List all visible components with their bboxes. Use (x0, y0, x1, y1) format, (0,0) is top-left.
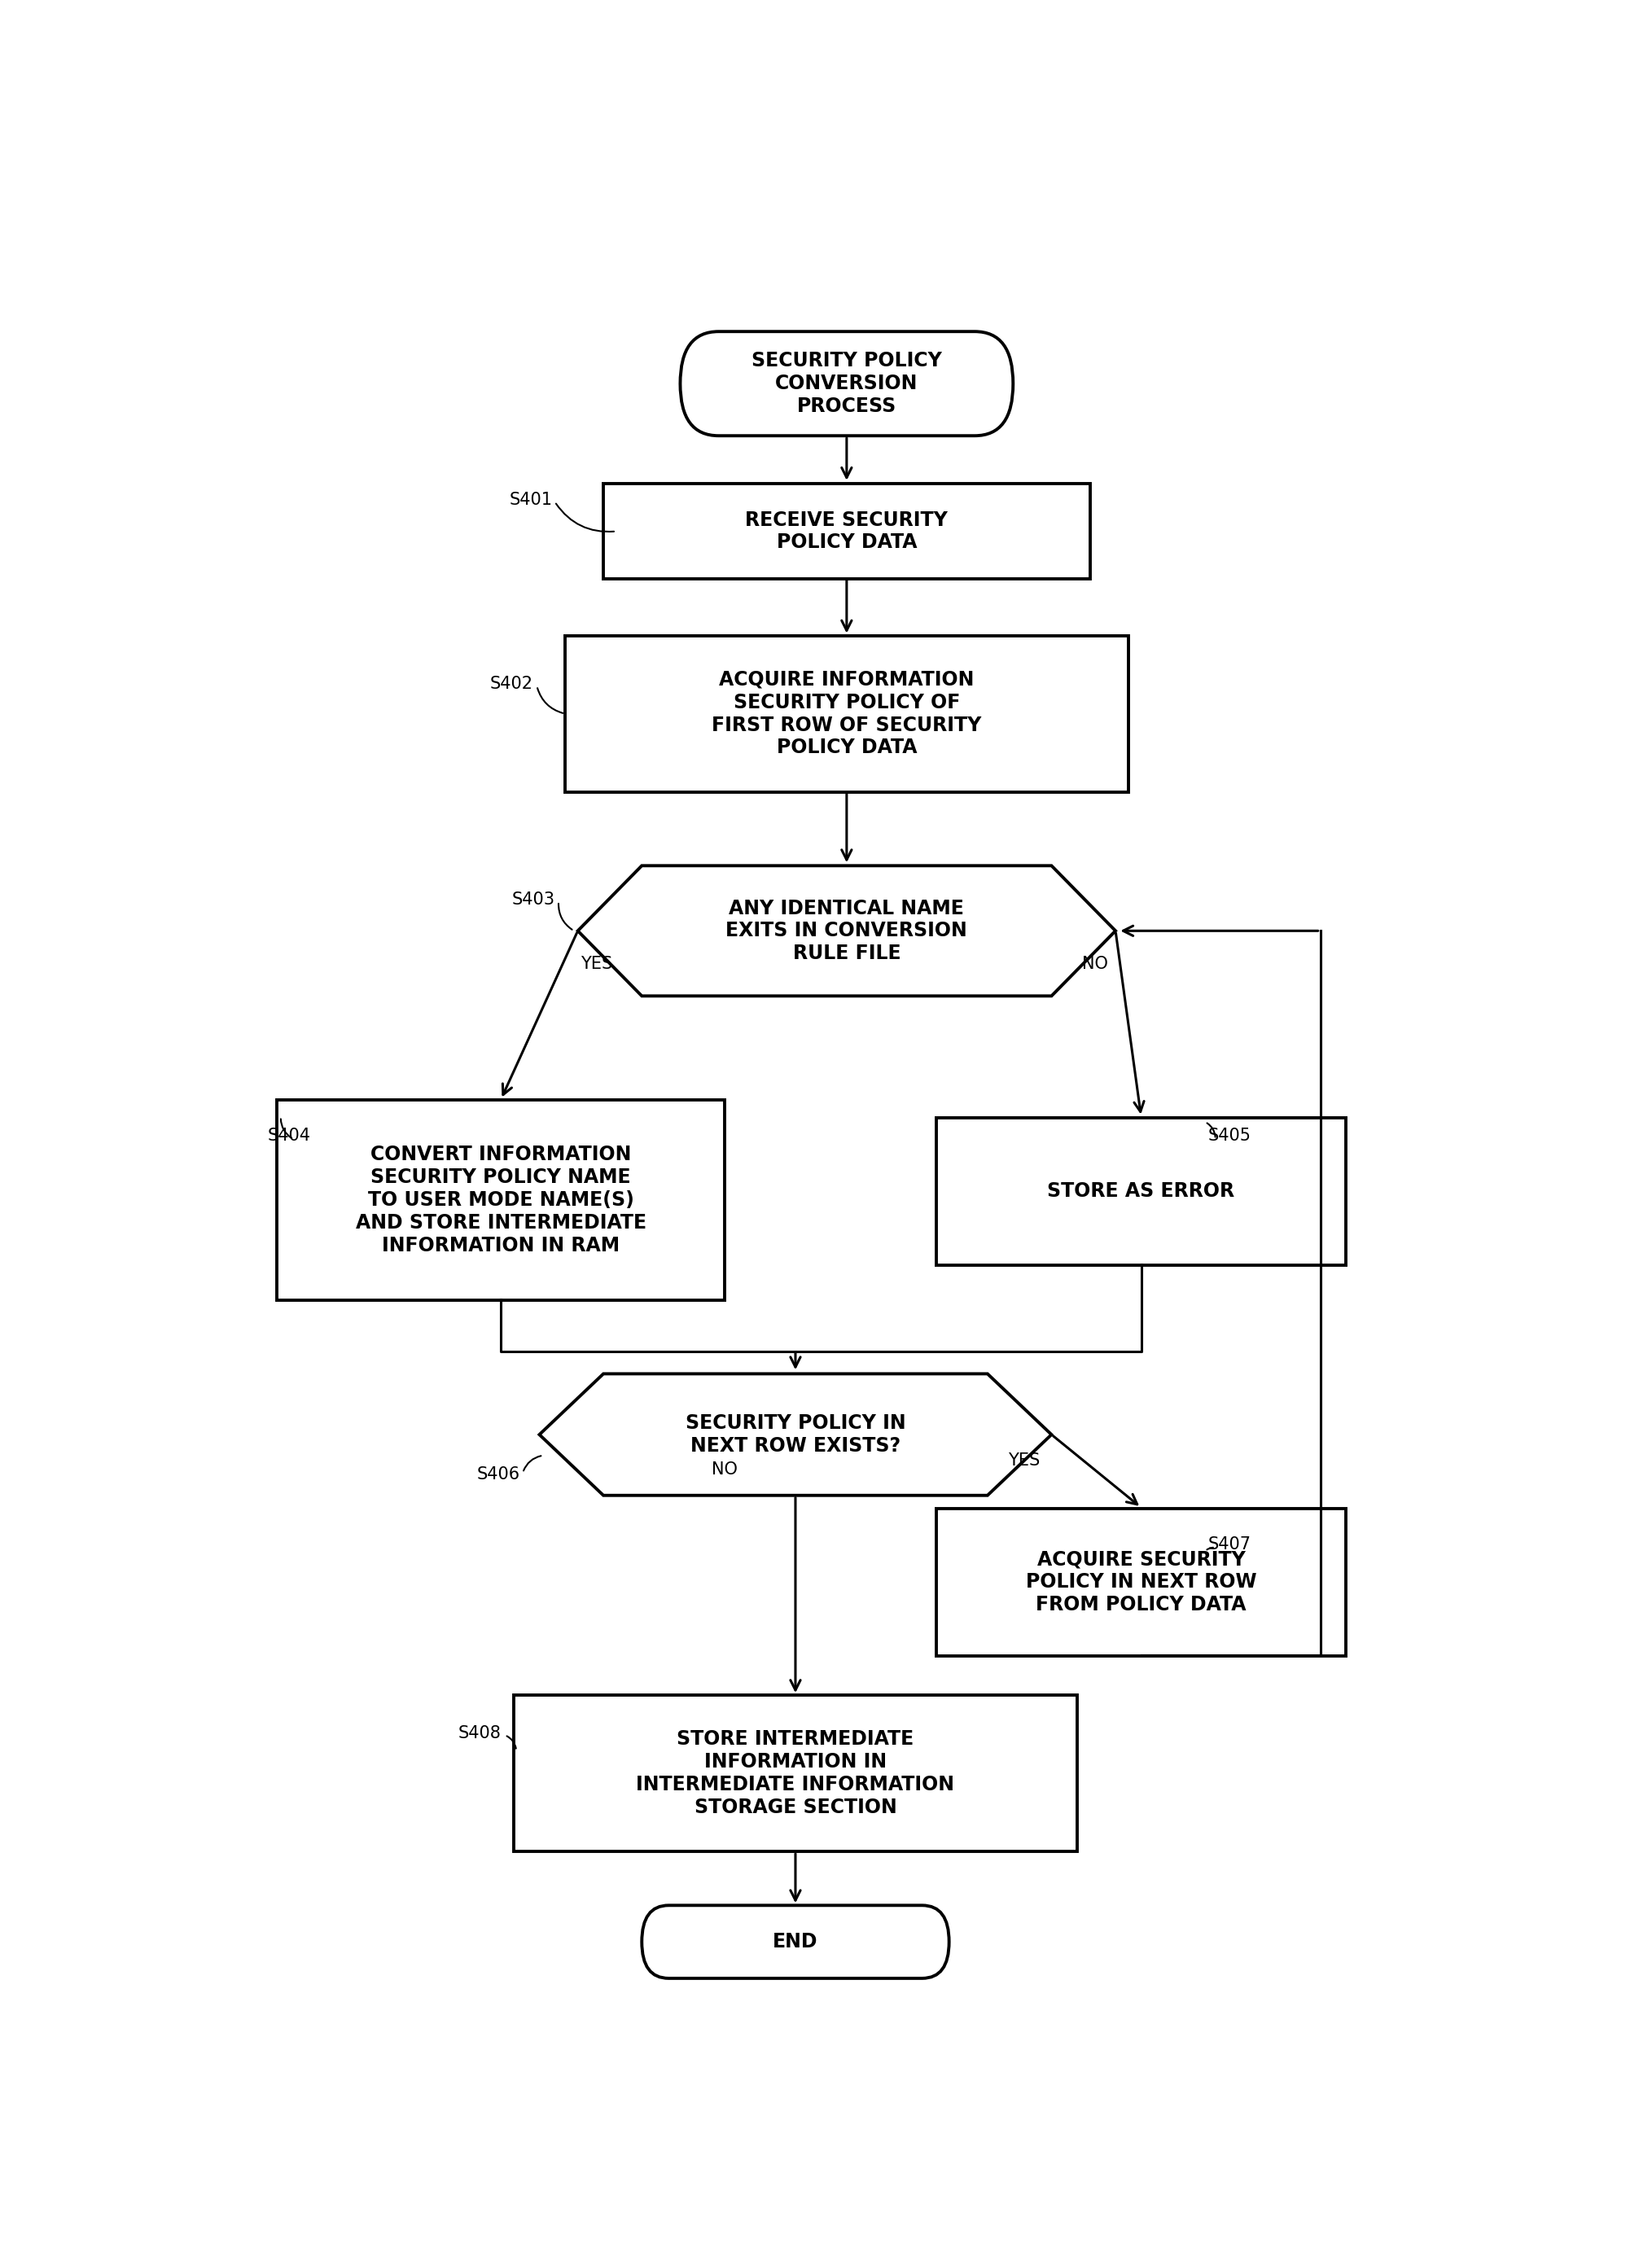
Text: S407: S407 (1208, 1536, 1251, 1552)
Text: S403: S403 (512, 891, 555, 907)
Text: SECURITY POLICY IN
NEXT ROW EXISTS?: SECURITY POLICY IN NEXT ROW EXISTS? (686, 1415, 905, 1455)
Polygon shape (578, 866, 1115, 995)
Text: S402: S402 (491, 677, 534, 693)
Bar (603, 483, 1090, 580)
FancyBboxPatch shape (643, 1906, 950, 1979)
Text: YES: YES (1008, 1453, 1039, 1469)
Text: STORE INTERMEDIATE
INFORMATION IN
INTERMEDIATE INFORMATION
STORAGE SECTION: STORE INTERMEDIATE INFORMATION IN INTERM… (636, 1730, 955, 1816)
Text: S406: S406 (477, 1466, 520, 1482)
Text: CONVERT INFORMATION
SECURITY POLICY NAME
TO USER MODE NAME(S)
AND STORE INTERMED: CONVERT INFORMATION SECURITY POLICY NAME… (355, 1146, 646, 1254)
Text: ACQUIRE INFORMATION
SECURITY POLICY OF
FIRST ROW OF SECURITY
POLICY DATA: ACQUIRE INFORMATION SECURITY POLICY OF F… (712, 670, 981, 758)
Text: END: END (773, 1931, 818, 1951)
Bar (565, 636, 1128, 792)
Text: YES: YES (580, 957, 613, 972)
Text: STORE AS ERROR: STORE AS ERROR (1047, 1182, 1234, 1200)
Text: S401: S401 (509, 492, 552, 508)
Text: RECEIVE SECURITY
POLICY DATA: RECEIVE SECURITY POLICY DATA (745, 510, 948, 553)
Text: ANY IDENTICAL NAME
EXITS IN CONVERSION
RULE FILE: ANY IDENTICAL NAME EXITS IN CONVERSION R… (725, 898, 968, 963)
Bar (278, 1101, 725, 1299)
Bar (937, 1509, 1346, 1656)
Text: ACQUIRE SECURITY
POLICY IN NEXT ROW
FROM POLICY DATA: ACQUIRE SECURITY POLICY IN NEXT ROW FROM… (1026, 1550, 1257, 1615)
Bar (937, 1117, 1346, 1266)
Text: SECURITY POLICY
CONVERSION
PROCESS: SECURITY POLICY CONVERSION PROCESS (752, 352, 942, 415)
Bar (514, 1694, 1077, 1852)
Text: S408: S408 (458, 1726, 501, 1742)
Text: NO: NO (1082, 957, 1108, 972)
FancyBboxPatch shape (681, 332, 1013, 435)
Text: NO: NO (712, 1462, 738, 1478)
Text: S405: S405 (1208, 1128, 1251, 1144)
Polygon shape (540, 1374, 1052, 1496)
Text: S404: S404 (268, 1128, 311, 1144)
